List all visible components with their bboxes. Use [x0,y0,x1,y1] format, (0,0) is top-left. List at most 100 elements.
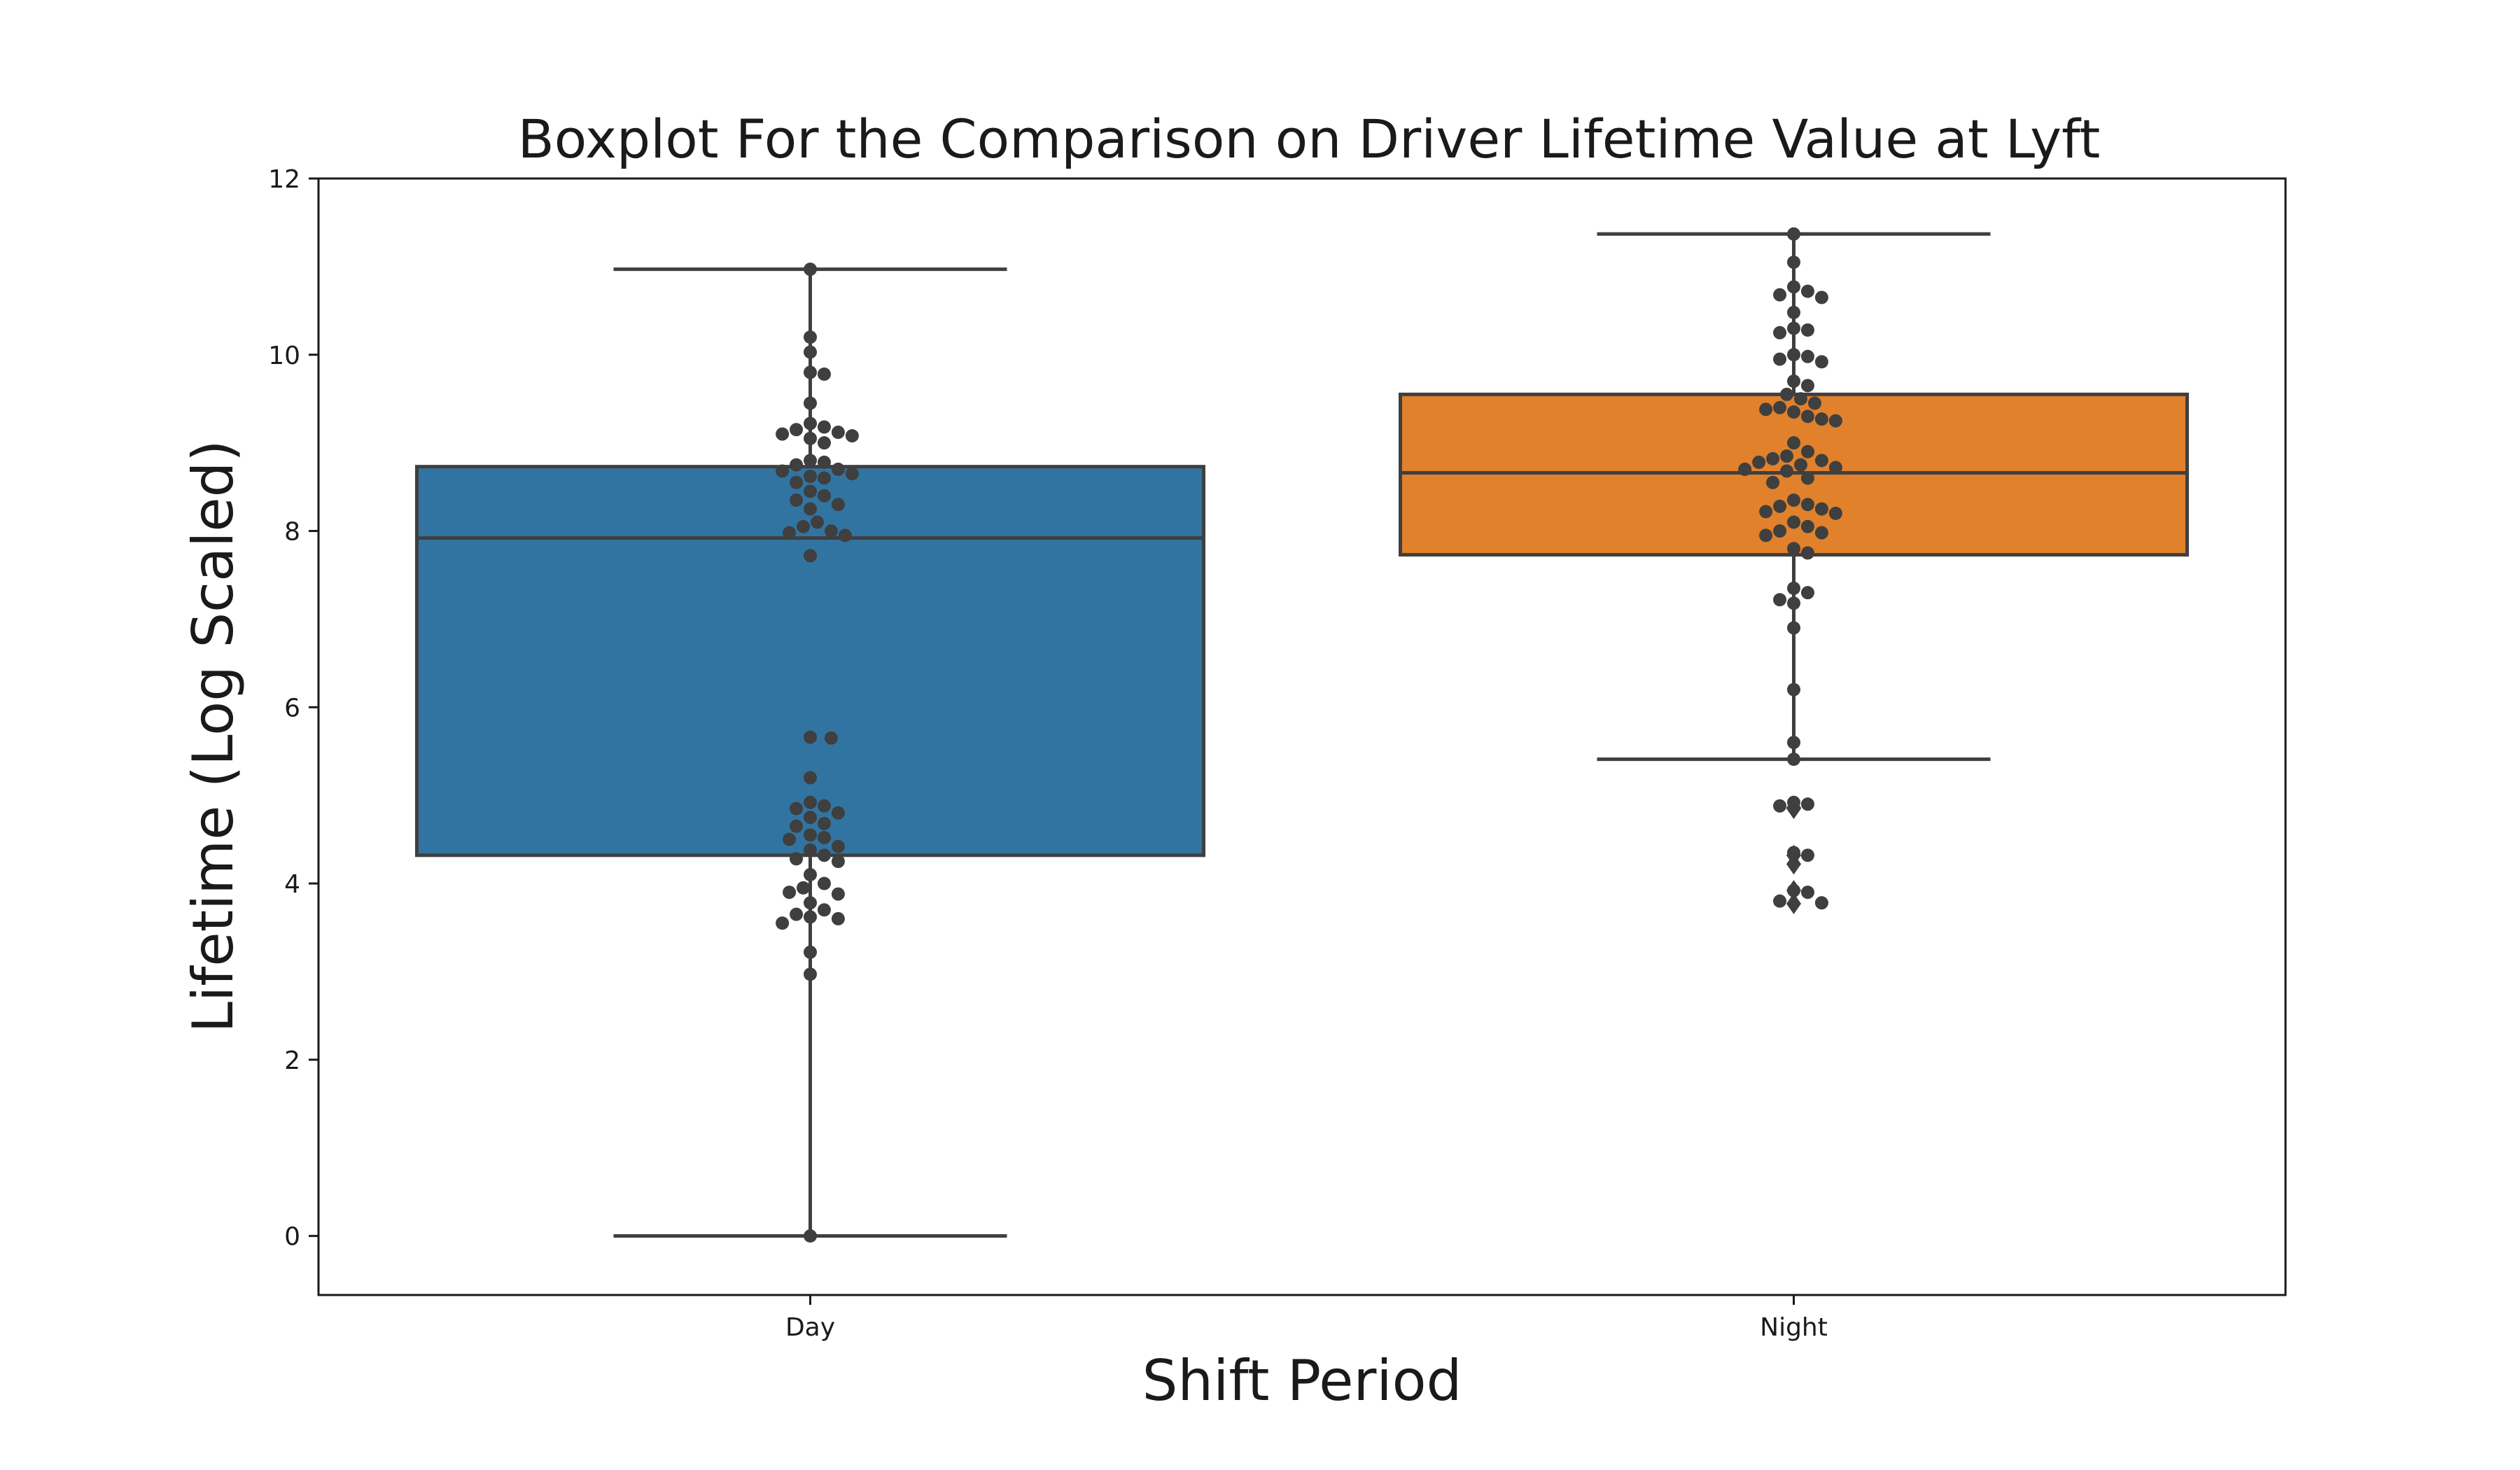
data-point-night [1787,752,1800,766]
data-point-day [776,427,790,441]
data-point-day [831,498,845,512]
data-point-day [831,839,845,853]
data-point-night [1800,444,1814,458]
data-point-day [804,795,817,809]
data-point-day [804,771,817,785]
x-tick-label: Day [785,1313,835,1342]
data-point-night [1787,436,1800,450]
data-point-night [1787,596,1800,610]
data-point-day [804,345,817,359]
data-point-day [797,881,811,895]
data-point-day [790,907,804,921]
data-point-day [817,903,831,917]
swarm-day [776,262,859,1243]
data-point-night [1800,323,1814,337]
data-point-night [1766,451,1780,465]
data-point-night [1828,414,1842,428]
x-axis: Day Night [785,1295,1828,1342]
data-point-night [1773,593,1787,607]
data-point-night [1828,461,1842,475]
data-point-day [804,454,817,468]
data-point-day [804,396,817,410]
data-point-day [817,799,831,813]
data-point-day [831,426,845,440]
y-tick-label: 2 [284,1046,300,1075]
x-axis-label: Shift Period [1142,1348,1462,1413]
outlier-night [1786,893,1801,915]
data-point-night [1773,326,1787,340]
data-point-night [1800,546,1814,560]
data-point-night [1766,475,1780,489]
y-tick-label: 8 [284,518,300,547]
data-point-night [1800,886,1814,899]
data-point-day [831,887,845,901]
data-point-day [804,365,817,379]
data-point-day [804,730,817,744]
data-point-night [1814,526,1828,540]
y-tick-label: 6 [284,694,300,722]
data-point-night [1807,396,1821,410]
data-point-day [783,526,797,540]
data-point-day [804,549,817,563]
data-point-night [1787,405,1800,419]
data-point-day [817,420,831,434]
data-point-day [783,886,797,899]
data-point-night [1787,846,1800,860]
data-point-night [1773,400,1787,414]
data-point-day [831,462,845,476]
data-point-night [1800,379,1814,393]
data-point-night [1787,883,1800,897]
box-day [415,267,1205,1238]
data-point-night [1787,736,1800,750]
data-point-night [1780,464,1794,478]
data-point-day [790,458,804,472]
data-point-night [1787,227,1800,241]
data-point-day [824,524,838,538]
data-point-night [1814,412,1828,426]
plot-area [415,227,2189,1243]
data-point-night [1773,799,1787,813]
y-tick-label: 10 [268,342,300,370]
outlier-night [1786,853,1801,875]
data-point-night [1787,795,1800,809]
data-point-day [804,484,817,498]
data-point-day [831,911,845,925]
y-tick-label: 12 [268,165,300,194]
data-point-night [1814,454,1828,468]
chart-title: Boxplot For the Comparison on Driver Lif… [518,108,2101,170]
data-point-night [1787,305,1800,319]
data-point-night [1800,586,1814,600]
data-point-night [1780,387,1794,401]
data-point-day [817,816,831,830]
data-point-night [1787,542,1800,556]
data-point-day [817,848,831,862]
data-point-night [1787,348,1800,362]
data-point-night [1800,848,1814,862]
data-point-day [817,471,831,485]
data-point-day [845,467,859,481]
data-point-night [1814,290,1828,304]
data-point-day [845,429,859,443]
data-point-day [804,868,817,882]
data-point-night [1738,462,1752,476]
data-point-night [1773,352,1787,366]
x-tick-label: Night [1760,1313,1828,1342]
data-point-day [804,262,817,276]
data-point-day [817,876,831,890]
data-point-day [804,811,817,825]
data-point-day [804,896,817,910]
data-point-night [1759,528,1773,542]
data-point-day [804,945,817,959]
data-point-night [1787,374,1800,388]
data-point-night [1814,502,1828,516]
data-point-night [1780,449,1794,463]
data-point-night [1787,493,1800,507]
data-point-day [790,423,804,437]
data-point-day [783,832,797,846]
data-point-day [790,493,804,507]
data-point-night [1800,519,1814,533]
data-point-night [1787,581,1800,595]
data-point-night [1773,894,1787,908]
data-point-day [817,831,831,845]
data-point-night [1800,498,1814,512]
